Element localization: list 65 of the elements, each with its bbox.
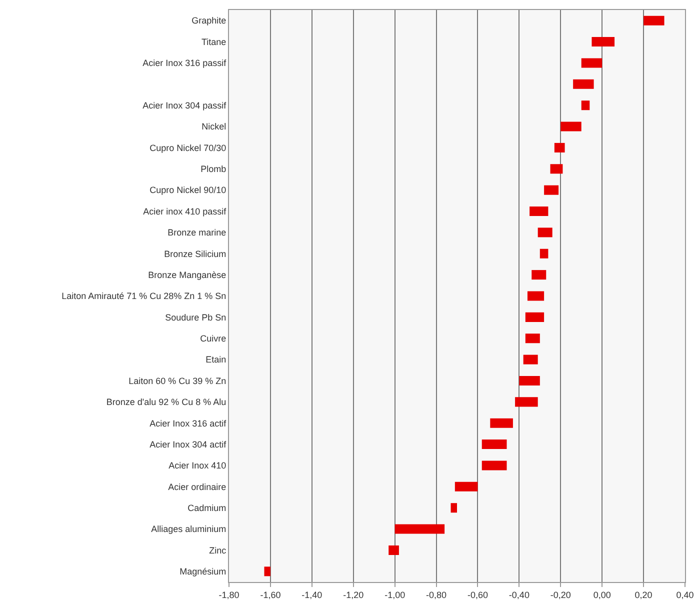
y-tick-label: Soudure Pb Sn — [165, 312, 226, 322]
y-tick-label: Cupro Nickel 90/10 — [150, 185, 226, 196]
bar — [592, 37, 615, 47]
x-tick-label: 0,40 — [676, 590, 694, 600]
bar — [554, 142, 565, 152]
bar — [388, 545, 399, 555]
y-tick-label: Laiton Amirauté 71 % Cu 28% Zn 1 % Sn — [62, 291, 226, 302]
bar — [490, 418, 513, 428]
bar — [394, 524, 445, 534]
y-tick-label: Laiton 60 % Cu 39 % Zn — [128, 376, 226, 386]
y-tick-label: Graphite — [192, 16, 226, 26]
bar — [527, 291, 544, 301]
bar — [519, 376, 540, 386]
bar — [525, 312, 544, 322]
y-tick-label: Acier Inox 316 actif — [150, 418, 227, 428]
x-tick-label: -0,80 — [426, 590, 447, 600]
y-tick-label: Bronze marine — [168, 228, 226, 238]
y-tick-label: Cupro Nickel 70/30 — [150, 142, 226, 153]
x-tick-label: -1,20 — [343, 590, 364, 600]
bar — [544, 185, 559, 195]
y-tick-label: Bronze Manganèse — [148, 270, 226, 280]
bar — [538, 228, 552, 238]
bar — [523, 354, 538, 364]
y-tick-label: Acier Inox 410 — [168, 460, 226, 471]
y-tick-label: Bronze Silicium — [164, 248, 226, 259]
x-tick-label: 0,20 — [634, 590, 652, 600]
bar — [550, 164, 563, 174]
bar — [644, 16, 664, 26]
y-tick-label: Cadmium — [188, 503, 226, 513]
y-tick-label: Alliages aluminium — [151, 524, 226, 534]
y-tick-label: Zinc — [209, 545, 227, 556]
bar — [525, 334, 540, 344]
x-tick-label: -1,00 — [384, 590, 406, 600]
bar — [540, 248, 548, 258]
bar — [573, 79, 594, 89]
bar — [264, 566, 270, 576]
x-tick-label: -1,80 — [218, 590, 240, 600]
bar — [560, 122, 582, 132]
y-tick-label: Titane — [202, 36, 226, 47]
bar — [532, 270, 546, 280]
x-tick-label: -0,20 — [550, 590, 571, 600]
bar — [454, 482, 478, 492]
bar — [581, 100, 590, 110]
bar — [515, 397, 538, 407]
y-tick-label: Magnésium — [180, 566, 226, 577]
y-tick-label: Cuivre — [200, 334, 226, 344]
y-tick-label: Acier Inox 304 passif — [142, 100, 227, 110]
x-tick-label: 0,00 — [593, 590, 611, 600]
y-tick-label: Acier Inox 304 actif — [150, 439, 227, 450]
y-tick-label: Plomb — [200, 164, 226, 174]
x-tick-label: -1,60 — [260, 590, 281, 600]
y-tick-label: Acier ordinaire — [168, 482, 226, 492]
y-tick-label: Bronze d'alu 92 % Cu 8 % Alu — [106, 397, 226, 408]
bar — [581, 58, 602, 68]
bar — [450, 503, 457, 513]
x-tick-label: -0,40 — [508, 590, 530, 600]
bar — [482, 460, 507, 470]
y-tick-label: Nickel — [202, 122, 226, 132]
bar — [530, 206, 548, 216]
bar — [482, 440, 507, 450]
y-tick-label: Acier inox 410 passif — [143, 206, 227, 216]
x-tick-label: -0,60 — [467, 590, 488, 600]
y-tick-label: Acier Inox 316 passif — [142, 58, 227, 68]
x-tick-label: -1,40 — [302, 590, 322, 600]
y-tick-label: Etain — [206, 354, 226, 365]
